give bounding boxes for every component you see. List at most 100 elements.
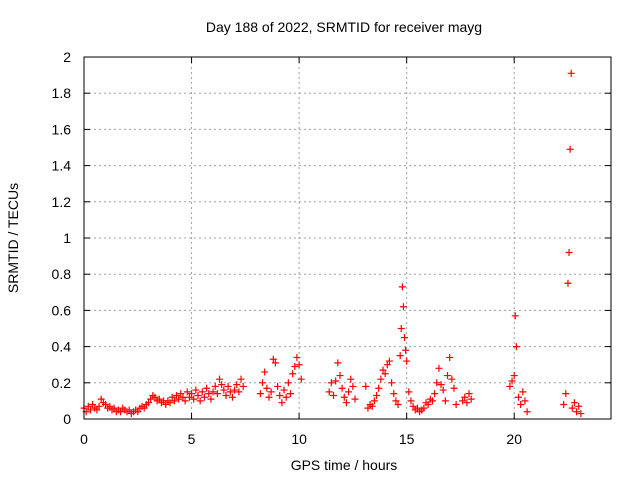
y-tick-label: 1 — [63, 230, 71, 246]
data-point-marker — [84, 402, 92, 410]
data-point-marker — [190, 395, 198, 403]
data-point-marker — [256, 390, 264, 398]
data-point-marker — [278, 399, 286, 407]
data-point-marker — [218, 381, 226, 389]
data-point-marker — [147, 395, 155, 403]
data-point-marker — [463, 399, 471, 407]
data-point-marker — [175, 395, 183, 403]
data-point-marker — [239, 382, 247, 390]
data-point-marker — [235, 388, 243, 396]
data-point-marker — [205, 390, 213, 398]
chart-title: Day 188 of 2022, SRMTID for receiver may… — [206, 19, 482, 35]
data-point-marker — [381, 370, 389, 378]
data-point-marker — [89, 401, 97, 409]
data-point-marker — [519, 388, 527, 396]
data-point-marker — [398, 283, 406, 291]
data-point-marker — [431, 390, 439, 398]
data-point-marker — [566, 145, 574, 153]
data-point-marker — [508, 377, 516, 385]
data-point-marker — [276, 391, 284, 399]
y-tick-label: 1.8 — [52, 85, 72, 101]
grid-lines — [84, 57, 611, 419]
data-point-marker — [448, 375, 456, 383]
data-point-marker — [261, 368, 269, 376]
data-point-marker — [188, 390, 196, 398]
data-point-marker — [403, 357, 411, 365]
data-point-marker — [220, 386, 228, 394]
data-point-marker — [446, 353, 454, 361]
data-point-marker — [450, 384, 458, 392]
data-point-marker — [345, 388, 353, 396]
data-point-marker — [269, 355, 277, 363]
data-point-marker — [562, 390, 570, 398]
data-point-marker — [155, 395, 163, 403]
data-point-marker — [396, 352, 404, 360]
data-point-marker — [93, 406, 101, 414]
data-point-marker — [213, 390, 221, 398]
data-point-marker — [226, 388, 234, 396]
data-point-marker — [517, 401, 525, 409]
data-point-marker — [102, 401, 110, 409]
data-point-marker — [271, 359, 279, 367]
data-point-marker — [237, 375, 245, 383]
data-point-marker — [510, 372, 518, 380]
data-point-marker — [332, 377, 340, 385]
data-point-marker — [377, 375, 385, 383]
x-tick-label: 10 — [291, 431, 307, 447]
data-point-marker — [327, 379, 335, 387]
data-point-marker — [420, 404, 428, 412]
data-point-marker — [334, 359, 342, 367]
y-tick-label: 1.6 — [52, 121, 72, 137]
data-point-marker — [401, 334, 409, 342]
data-point-marker — [394, 401, 402, 409]
y-tick-label: 0.4 — [52, 339, 72, 355]
data-point-marker — [289, 370, 297, 378]
data-point-marker — [565, 248, 573, 256]
y-tick-label: 1.2 — [52, 194, 72, 210]
data-point-marker — [106, 402, 114, 410]
data-point-marker — [97, 395, 105, 403]
data-point-marker — [340, 393, 348, 401]
data-point-marker — [196, 397, 204, 405]
data-point-marker — [203, 384, 211, 392]
data-point-marker — [560, 401, 568, 409]
data-point-marker — [506, 382, 514, 390]
data-point-marker — [140, 404, 148, 412]
y-tick-label: 0.2 — [52, 375, 72, 391]
y-tick-label: 2 — [63, 49, 71, 65]
data-point-marker — [439, 386, 447, 394]
data-point-marker — [259, 379, 267, 387]
data-points — [80, 69, 585, 418]
data-point-marker — [117, 408, 125, 416]
data-point-marker — [192, 386, 200, 394]
data-point-marker — [293, 353, 301, 361]
y-tick-label: 0.6 — [52, 302, 72, 318]
data-point-marker — [523, 408, 531, 416]
y-axis-label: SRMTID / TECUs — [5, 183, 21, 293]
data-point-marker — [392, 397, 400, 405]
y-tick-label: 1.4 — [52, 158, 72, 174]
data-point-marker — [441, 397, 449, 405]
x-axis-label: GPS time / hours — [291, 457, 398, 473]
data-point-marker — [385, 357, 393, 365]
data-point-marker — [570, 399, 578, 407]
data-point-marker — [291, 363, 299, 371]
data-point-marker — [390, 390, 398, 398]
data-point-marker — [216, 375, 224, 383]
data-point-marker — [280, 386, 288, 394]
data-point-marker — [428, 397, 436, 405]
data-point-marker — [110, 404, 118, 412]
data-point-marker — [402, 346, 410, 354]
data-point-marker — [435, 364, 443, 372]
data-point-marker — [512, 343, 520, 351]
data-point-marker — [407, 397, 415, 405]
data-point-marker — [170, 397, 178, 405]
data-point-marker — [125, 406, 133, 414]
data-point-marker — [86, 406, 94, 414]
data-point-marker — [181, 397, 189, 405]
data-point-marker — [388, 379, 396, 387]
data-point-marker — [437, 381, 445, 389]
data-point-marker — [166, 399, 174, 407]
data-point-marker — [145, 399, 153, 407]
